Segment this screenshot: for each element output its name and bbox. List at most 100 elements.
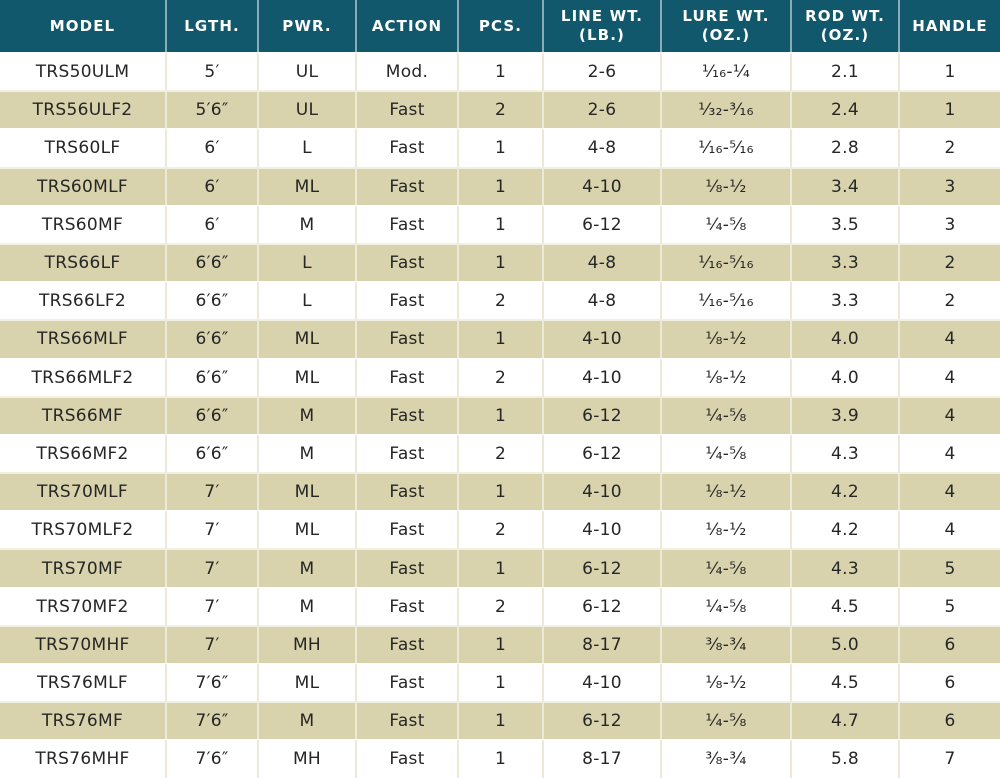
- cell-rod_wt: 3.4: [790, 166, 898, 205]
- cell-pieces: 1: [457, 319, 542, 358]
- cell-handle: 4: [898, 319, 1000, 358]
- cell-rod_wt: 4.3: [790, 433, 898, 473]
- cell-length: 6′6″: [165, 357, 257, 396]
- cell-model: TRS70MHF: [0, 624, 165, 663]
- table-row: TRS50ULM 5′ UL Mod. 1 2-6 ¹⁄₁₆-¹⁄₄ 2.1 1: [0, 52, 1000, 91]
- table-row: TRS60MF 6′ M Fast 1 6-12 ¹⁄₄-⁵⁄₈ 3.5 3: [0, 204, 1000, 243]
- cell-rod_wt: 4.2: [790, 472, 898, 511]
- cell-lure_wt: ¹⁄₁₆-¹⁄₄: [660, 52, 790, 91]
- table-header: MODEL LGTH. PWR. ACTION PCS. LINE WT. (LB.) LUR…: [0, 0, 1000, 52]
- table-row: TRS70MLF 7′ ML Fast 1 4-10 ¹⁄₈-¹⁄₂ 4.2 4: [0, 472, 1000, 511]
- column-header-rod_wt: ROD WT. (OZ.): [790, 0, 898, 52]
- cell-pieces: 1: [457, 395, 542, 434]
- column-header-pieces: PCS.: [457, 0, 542, 52]
- cell-handle: 6: [898, 624, 1000, 663]
- cell-action: Mod.: [355, 52, 457, 91]
- table-row: TRS66LF2 6′6″ L Fast 2 4-8 ¹⁄₁₆-⁵⁄₁₆ 3.3 2: [0, 281, 1000, 320]
- cell-power: MH: [257, 739, 355, 778]
- table-row: TRS70MF 7′ M Fast 1 6-12 ¹⁄₄-⁵⁄₈ 4.3 5: [0, 548, 1000, 587]
- cell-rod_wt: 2.4: [790, 90, 898, 129]
- cell-lure_wt: ¹⁄₃₂-³⁄₁₆: [660, 90, 790, 129]
- cell-action: Fast: [355, 281, 457, 320]
- cell-rod_wt: 3.9: [790, 395, 898, 434]
- cell-handle: 4: [898, 395, 1000, 434]
- column-label: LGTH.: [184, 16, 240, 35]
- cell-handle: 1: [898, 90, 1000, 129]
- cell-length: 6′6″: [165, 242, 257, 282]
- cell-length: 6′6″: [165, 281, 257, 320]
- cell-line_wt: 4-8: [542, 242, 660, 282]
- cell-action: Fast: [355, 319, 457, 358]
- cell-action: Fast: [355, 395, 457, 434]
- cell-model: TRS70MF: [0, 548, 165, 586]
- table-row: TRS60LF 6′ L Fast 1 4-8 ¹⁄₁₆-⁵⁄₁₆ 2.8 2: [0, 128, 1000, 167]
- cell-line_wt: 4-8: [542, 128, 660, 167]
- cell-pieces: 1: [457, 624, 542, 663]
- cell-handle: 4: [898, 510, 1000, 549]
- cell-lure_wt: ¹⁄₄-⁵⁄₈: [660, 701, 790, 740]
- column-header-length: LGTH.: [165, 0, 257, 52]
- cell-power: UL: [257, 90, 355, 129]
- cell-action: Fast: [355, 433, 457, 473]
- cell-pieces: 2: [457, 281, 542, 320]
- cell-model: TRS56ULF2: [0, 90, 165, 128]
- cell-lure_wt: ³⁄₈-³⁄₄: [660, 624, 790, 663]
- cell-handle: 6: [898, 663, 1000, 702]
- header-row: MODEL LGTH. PWR. ACTION PCS. LINE WT. (LB.) LUR…: [0, 0, 1000, 52]
- cell-handle: 5: [898, 548, 1000, 587]
- cell-power: M: [257, 204, 355, 243]
- cell-pieces: 1: [457, 128, 542, 167]
- cell-model: TRS66LF2: [0, 281, 165, 319]
- cell-action: Fast: [355, 510, 457, 549]
- cell-handle: 2: [898, 242, 1000, 282]
- cell-line_wt: 6-12: [542, 548, 660, 587]
- cell-model: TRS70MLF: [0, 472, 165, 510]
- cell-model: TRS66MLF: [0, 319, 165, 357]
- table-row: TRS66MF2 6′6″ M Fast 2 6-12 ¹⁄₄-⁵⁄₈ 4.3 4: [0, 433, 1000, 473]
- cell-line_wt: 6-12: [542, 701, 660, 740]
- column-label: PCS.: [478, 16, 523, 35]
- cell-lure_wt: ¹⁄₈-¹⁄₂: [660, 319, 790, 358]
- cell-action: Fast: [355, 701, 457, 740]
- cell-length: 7′: [165, 586, 257, 625]
- cell-lure_wt: ¹⁄₁₆-⁵⁄₁₆: [660, 281, 790, 320]
- cell-line_wt: 8-17: [542, 624, 660, 663]
- cell-lure_wt: ¹⁄₄-⁵⁄₈: [660, 204, 790, 243]
- cell-pieces: 1: [457, 548, 542, 587]
- column-header-power: PWR.: [257, 0, 355, 52]
- cell-rod_wt: 5.8: [790, 739, 898, 778]
- cell-line_wt: 4-8: [542, 281, 660, 320]
- column-label: ROD WT.: [805, 7, 885, 26]
- cell-pieces: 2: [457, 586, 542, 625]
- cell-length: 7′: [165, 548, 257, 587]
- table-row: TRS66MF 6′6″ M Fast 1 6-12 ¹⁄₄-⁵⁄₈ 3.9 4: [0, 395, 1000, 434]
- cell-lure_wt: ¹⁄₈-¹⁄₂: [660, 472, 790, 511]
- cell-power: M: [257, 433, 355, 473]
- cell-rod_wt: 4.3: [790, 548, 898, 587]
- cell-lure_wt: ¹⁄₄-⁵⁄₈: [660, 586, 790, 625]
- cell-power: M: [257, 701, 355, 740]
- cell-handle: 2: [898, 281, 1000, 320]
- cell-pieces: 2: [457, 90, 542, 129]
- cell-power: L: [257, 242, 355, 282]
- table-row: TRS66LF 6′6″ L Fast 1 4-8 ¹⁄₁₆-⁵⁄₁₆ 3.3 2: [0, 242, 1000, 282]
- table-row: TRS56ULF2 5′6″ UL Fast 2 2-6 ¹⁄₃₂-³⁄₁₆ 2.4 1: [0, 90, 1000, 129]
- cell-length: 7′6″: [165, 739, 257, 778]
- cell-handle: 3: [898, 204, 1000, 243]
- cell-model: TRS60LF: [0, 128, 165, 166]
- cell-action: Fast: [355, 90, 457, 129]
- cell-action: Fast: [355, 357, 457, 396]
- column-label: HANDLE: [912, 16, 988, 35]
- cell-lure_wt: ³⁄₈-³⁄₄: [660, 739, 790, 778]
- cell-model: TRS70MLF2: [0, 510, 165, 548]
- cell-length: 7′: [165, 472, 257, 511]
- cell-power: ML: [257, 472, 355, 511]
- cell-power: UL: [257, 52, 355, 91]
- cell-power: ML: [257, 319, 355, 358]
- cell-length: 6′: [165, 204, 257, 243]
- cell-action: Fast: [355, 166, 457, 205]
- cell-lure_wt: ¹⁄₈-¹⁄₂: [660, 166, 790, 205]
- cell-pieces: 2: [457, 433, 542, 473]
- cell-power: M: [257, 395, 355, 434]
- table-row: TRS60MLF 6′ ML Fast 1 4-10 ¹⁄₈-¹⁄₂ 3.4 3: [0, 166, 1000, 205]
